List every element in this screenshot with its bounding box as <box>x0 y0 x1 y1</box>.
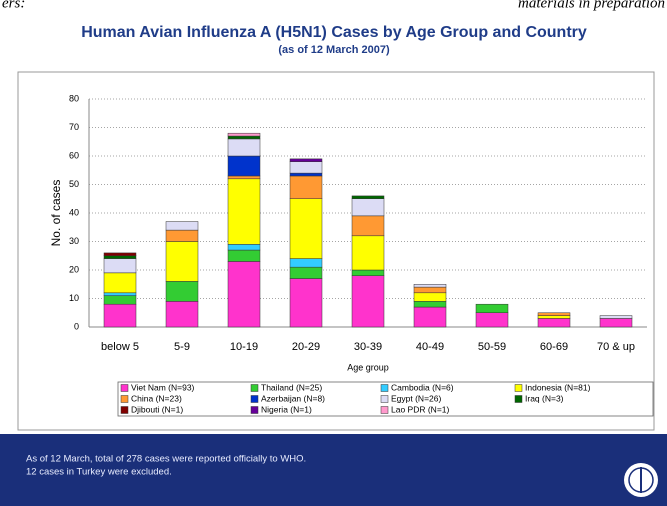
bar-segment <box>227 132 261 137</box>
legend-swatch <box>250 384 259 392</box>
legend-swatch <box>380 395 389 403</box>
y-tick-label: 60 <box>69 150 79 160</box>
bar-segment <box>537 312 571 316</box>
bar-segment <box>289 258 323 268</box>
legend-label: Djibouti (N=1) <box>131 404 183 414</box>
bar-segment <box>227 178 261 245</box>
y-tick-label: 30 <box>69 236 79 246</box>
bar-segment <box>413 301 447 308</box>
footer-text: 12 cases in Turkey were excluded. <box>26 467 172 478</box>
footer-band <box>0 434 667 506</box>
legend-swatch <box>250 406 259 414</box>
bar-segment <box>227 155 261 177</box>
bar-segment <box>599 315 633 319</box>
bar-segment <box>289 161 323 174</box>
y-axis-title: No. of cases <box>49 180 63 247</box>
chart-frame <box>17 71 655 431</box>
bar-segment <box>351 195 385 199</box>
legend-label: Cambodia (N=6) <box>391 382 454 392</box>
legend-label: Thailand (N=25) <box>261 382 322 392</box>
y-tick-label: 50 <box>69 179 79 189</box>
bar-segment <box>227 138 261 157</box>
header-fragment: ers: <box>2 0 25 11</box>
bar-segment <box>103 272 137 294</box>
x-tick-label: 40-49 <box>416 341 444 353</box>
bar-segment <box>165 221 199 231</box>
bar-segment <box>351 198 385 217</box>
bar-segment <box>537 318 571 328</box>
bar-segment <box>227 244 261 251</box>
legend-swatch <box>514 384 523 392</box>
y-tick-label: 0 <box>74 321 79 331</box>
bar-segment <box>289 175 323 199</box>
bar-segment <box>103 303 137 328</box>
x-tick-label: 20-29 <box>292 341 320 353</box>
x-tick-label: 5-9 <box>174 341 190 353</box>
x-tick-label: 50-59 <box>478 341 506 353</box>
bar-segment <box>289 278 323 328</box>
x-tick-label: 60-69 <box>540 341 568 353</box>
bar-segment <box>351 215 385 237</box>
bar-segment <box>289 158 323 162</box>
legend-swatch <box>514 395 523 403</box>
chart-subtitle: (as of 12 March 2007) <box>278 44 390 56</box>
bar-segment <box>227 135 261 140</box>
x-tick-label: 30-39 <box>354 341 382 353</box>
bar-segment <box>537 315 571 319</box>
bar-segment <box>103 292 137 296</box>
bar-segment <box>413 284 447 288</box>
bar-segment <box>103 258 137 274</box>
bar-segment <box>165 301 199 328</box>
bar-segment <box>103 252 137 256</box>
legend-swatch <box>120 395 129 403</box>
legend-swatch <box>120 406 129 414</box>
legend-swatch <box>380 384 389 392</box>
legend-swatch <box>380 406 389 414</box>
legend-label: Indonesia (N=81) <box>525 382 591 392</box>
x-tick-label: 10-19 <box>230 341 258 353</box>
bar-segment <box>165 229 199 242</box>
legend-label: Iraq (N=3) <box>525 393 564 403</box>
bar-segment <box>289 266 323 279</box>
y-tick-label: 40 <box>69 207 79 217</box>
legend-label: China (N=23) <box>131 393 182 403</box>
bar-segment <box>351 235 385 271</box>
chart-title: Human Avian Influenza A (H5N1) Cases by … <box>81 24 587 41</box>
y-tick-label: 10 <box>69 293 79 303</box>
legend-swatch <box>120 384 129 392</box>
bar-segment <box>165 241 199 282</box>
bar-segment <box>351 269 385 276</box>
bar-segment <box>475 312 509 328</box>
legend-swatch <box>250 395 259 403</box>
legend-label: Egypt (N=26) <box>391 393 441 403</box>
bar-segment <box>227 261 261 328</box>
header-fragment: materials in preparation <box>518 0 665 11</box>
bar-segment <box>289 172 323 177</box>
legend-label: Nigeria (N=1) <box>261 404 312 414</box>
bar-segment <box>289 198 323 259</box>
who-logo <box>624 463 658 497</box>
y-tick-label: 80 <box>69 93 79 103</box>
y-tick-label: 70 <box>69 122 79 132</box>
x-axis-title: Age group <box>347 362 389 372</box>
bar-segment <box>165 281 199 302</box>
legend-label: Azerbaijan (N=8) <box>261 393 325 403</box>
legend-label: Viet Nam (N=93) <box>131 382 195 392</box>
bar-segment <box>413 292 447 302</box>
x-tick-label: below 5 <box>101 341 139 353</box>
bar-segment <box>103 255 137 259</box>
bar-segment <box>351 275 385 328</box>
y-tick-label: 20 <box>69 264 79 274</box>
legend-label: Lao PDR (N=1) <box>391 404 450 414</box>
footer-text: As of 12 March, total of 278 cases were … <box>26 454 306 465</box>
x-tick-label: 70 & up <box>597 341 635 353</box>
bar-segment <box>413 286 447 294</box>
bar-segment <box>475 303 509 314</box>
bar-segment <box>227 249 261 262</box>
bar-segment <box>413 306 447 328</box>
bar-segment <box>227 175 261 180</box>
bar-segment <box>103 295 137 305</box>
bar-segment <box>599 318 633 328</box>
